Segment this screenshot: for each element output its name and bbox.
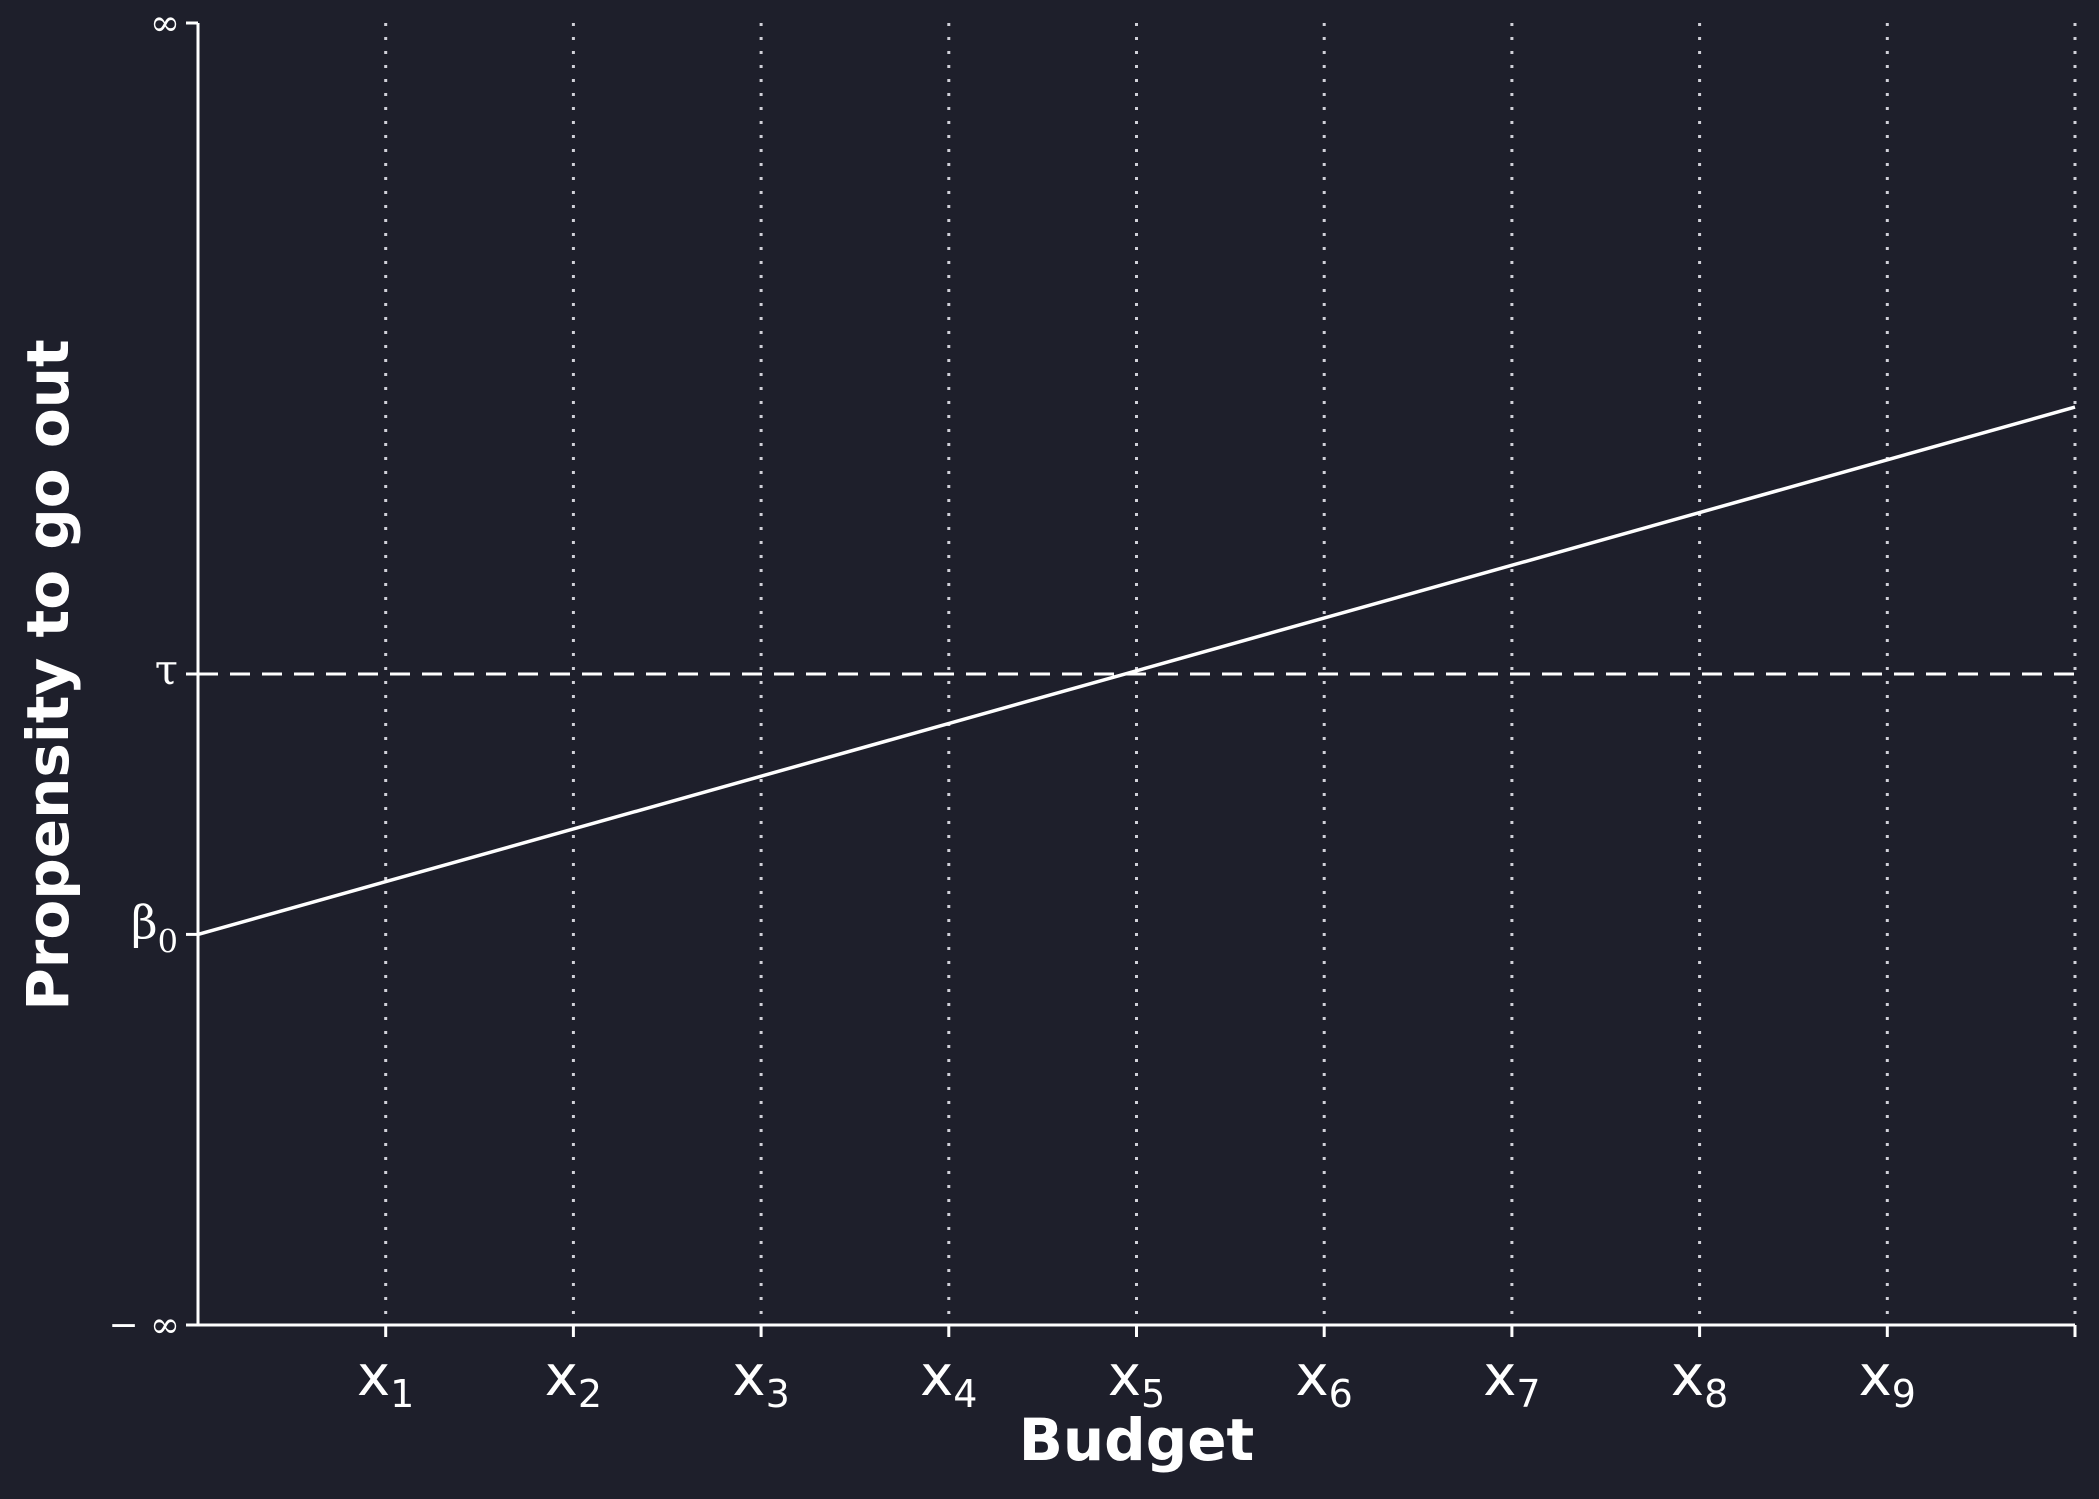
x-tick-label-base: x xyxy=(1296,1344,1329,1409)
x-tick-label-subscript: 2 xyxy=(578,1372,602,1416)
x-tick-label-subscript: 4 xyxy=(953,1372,977,1416)
x-tick-label-subscript: 8 xyxy=(1704,1372,1728,1416)
x-tick-label-7: x7 xyxy=(1483,1344,1540,1416)
x-tick-label-9: x9 xyxy=(1859,1344,1916,1416)
y-axis-title: Propensity to go out xyxy=(14,339,82,1010)
x-tick-label-base: x xyxy=(1671,1344,1704,1409)
x-tick-label-subscript: 3 xyxy=(766,1372,790,1416)
x-tick-label-base: x xyxy=(1859,1344,1892,1409)
y-tick-label-neg-infinity: − ∞ xyxy=(108,1305,180,1346)
y-tick-label-beta0: β0 xyxy=(131,895,178,960)
x-tick-label-subscript: 6 xyxy=(1329,1372,1353,1416)
series xyxy=(197,405,2076,937)
x-tick-label-subscript: 5 xyxy=(1141,1372,1165,1416)
beta0-base: β xyxy=(131,895,158,949)
x-axis-title: Budget xyxy=(1019,1406,1255,1474)
x-tick-labels: x1 x2 x3 x4 x5 x6 x7 x8 x9 xyxy=(357,1344,1916,1416)
y-tick-label-tau: τ xyxy=(155,645,178,694)
x-tick-label-base: x xyxy=(357,1344,390,1409)
x-tick-label-base: x xyxy=(920,1344,953,1409)
axis-ticks xyxy=(186,21,2077,1337)
x-tick-label-2: x2 xyxy=(545,1344,602,1416)
x-tick-label-5: x5 xyxy=(1108,1344,1165,1416)
x-tick-label-4: x4 xyxy=(920,1344,977,1416)
x-tick-label-3: x3 xyxy=(732,1344,789,1416)
x-tick-label-base: x xyxy=(1108,1344,1141,1409)
x-tick-label-base: x xyxy=(1483,1344,1516,1409)
x-tick-label-subscript: 1 xyxy=(390,1372,414,1416)
series-line-0 xyxy=(197,405,2076,937)
x-tick-label-6: x6 xyxy=(1296,1344,1353,1416)
x-tick-label-base: x xyxy=(732,1344,765,1409)
x-tick-label-base: x xyxy=(545,1344,578,1409)
beta0-subscript: 0 xyxy=(158,922,178,960)
x-tick-label-1: x1 xyxy=(357,1344,414,1416)
x-tick-label-8: x8 xyxy=(1671,1344,1728,1416)
y-tick-label-infinity: ∞ xyxy=(150,3,180,44)
x-tick-label-subscript: 9 xyxy=(1892,1372,1916,1416)
x-tick-label-subscript: 7 xyxy=(1516,1372,1540,1416)
